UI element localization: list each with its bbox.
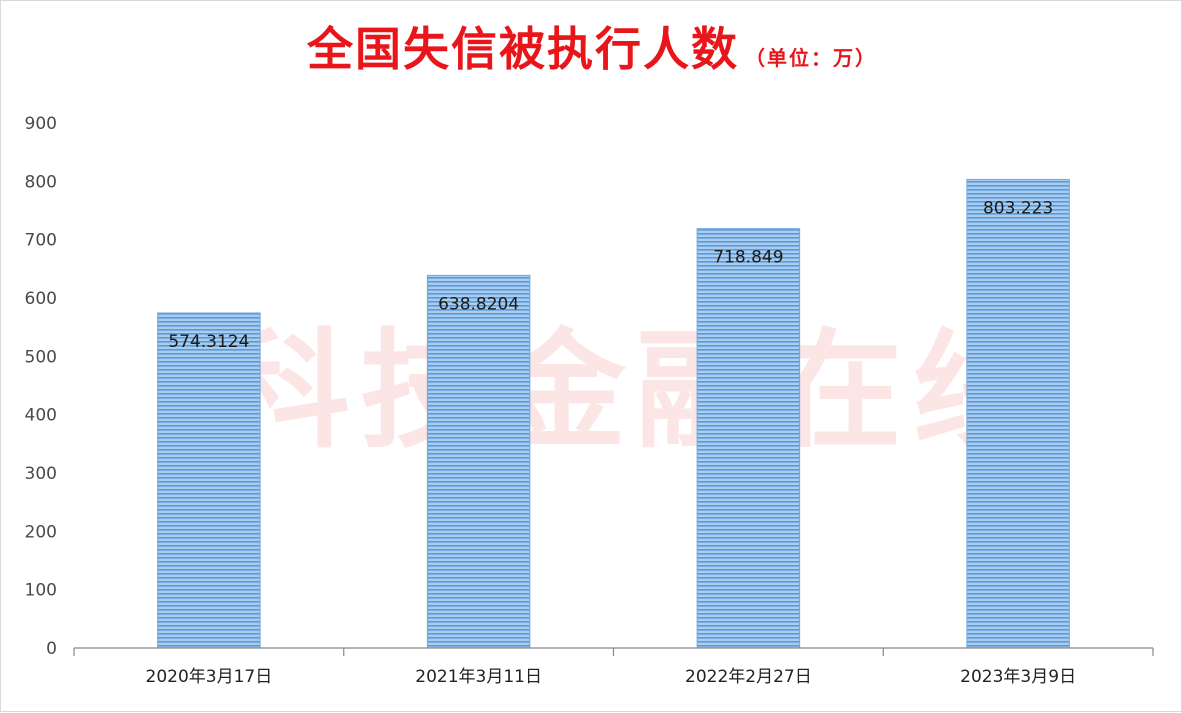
y-tick-label: 100 (25, 581, 57, 601)
y-tick-label: 700 (25, 231, 57, 251)
x-tick-label: 2023年3月9日 (960, 667, 1076, 687)
data-label: 803.223 (983, 198, 1053, 218)
chart-title-unit: （单位：万） (745, 46, 877, 70)
bar (426, 274, 531, 649)
y-tick-label: 500 (25, 347, 57, 367)
data-label: 574.3124 (168, 332, 249, 352)
data-label: 718.849 (713, 248, 783, 268)
bar (696, 228, 801, 649)
x-tick-label: 2020年3月17日 (146, 667, 273, 687)
y-tick-label: 0 (46, 639, 57, 659)
bar (966, 178, 1070, 649)
y-tick-label: 400 (25, 406, 57, 426)
y-tick-label: 200 (25, 522, 57, 542)
x-tick-label: 2022年2月27日 (685, 667, 812, 687)
chart-title-main: 全国失信被执行人数 (307, 22, 739, 76)
x-tick-label: 2021年3月11日 (415, 667, 542, 687)
chart-title: 全国失信被执行人数 （单位：万） (1, 13, 1182, 79)
x-axis: 2020年3月17日 2021年3月11日 2022年2月27日 2023年3月9日 (73, 647, 1154, 687)
data-label: 638.8204 (438, 294, 519, 314)
y-axis: 0 100 200 300 400 500 600 700 800 900 (25, 114, 57, 659)
y-tick-label: 600 (25, 289, 57, 309)
y-tick-label: 800 (25, 172, 57, 192)
bar (157, 312, 261, 649)
bar-series: 574.3124 638.8204 718.849 803.223 (157, 178, 1070, 649)
y-tick-label: 300 (25, 464, 57, 484)
y-tick-label: 900 (25, 114, 57, 134)
